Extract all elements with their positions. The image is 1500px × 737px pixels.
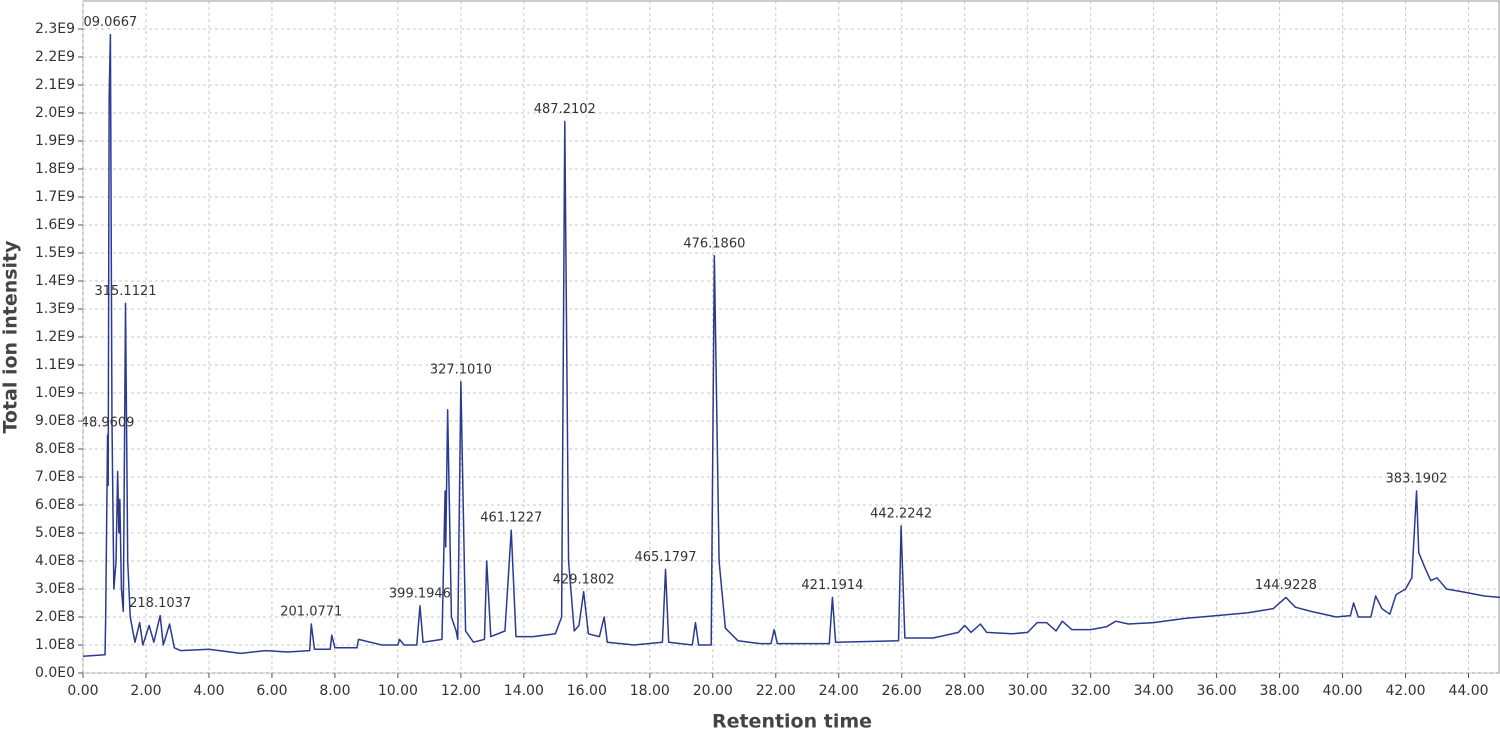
peak-label: 421.1914 xyxy=(801,578,863,593)
peak-label: 442.2242 xyxy=(870,507,932,522)
x-tick-label: 32.00 xyxy=(1071,683,1111,699)
peak-label: 327.1010 xyxy=(430,362,492,377)
peak-label: 201.0771 xyxy=(280,605,342,620)
y-tick-label: 5.0E8 xyxy=(35,525,75,541)
y-tick-label: 2.3E9 xyxy=(35,21,75,37)
y-tick-label: 1.5E9 xyxy=(35,245,75,261)
x-tick-label: 40.00 xyxy=(1323,683,1363,699)
x-tick-label: 2.00 xyxy=(130,683,161,699)
x-tick-label: 36.00 xyxy=(1197,683,1237,699)
peak-label: 218.1037 xyxy=(129,596,191,611)
x-tick-label: 16.00 xyxy=(567,683,607,699)
y-tick-label: 2.2E9 xyxy=(35,49,75,65)
y-axis-title: Total ion intensity xyxy=(0,240,22,434)
y-tick-label: 6.0E8 xyxy=(35,497,75,513)
x-tick-label: 14.00 xyxy=(504,683,544,699)
y-tick-label: 3.0E8 xyxy=(35,581,75,597)
trace-line xyxy=(83,33,1500,657)
x-tick-label: 12.00 xyxy=(441,683,481,699)
x-tick-label: 6.00 xyxy=(256,683,287,699)
x-tick-label: 8.00 xyxy=(319,683,350,699)
x-tick-label: 10.00 xyxy=(378,683,418,699)
peak-label: 144.9228 xyxy=(1255,578,1317,593)
y-tick-label: 9.0E8 xyxy=(35,413,75,429)
x-tick-label: 4.00 xyxy=(193,683,224,699)
y-tick-label: 8.0E8 xyxy=(35,441,75,457)
y-tick-label: 1.0E9 xyxy=(35,385,75,401)
y-tick-label: 2.1E9 xyxy=(35,77,75,93)
y-tick-label: 1.4E9 xyxy=(35,273,75,289)
ticks: 0.0E0 1.0E8 2.0E8 3.0E8 4.0E8 5.0E8 6.0E8 7.0E8… xyxy=(35,21,1489,699)
y-tick-label: 1.2E9 xyxy=(35,329,75,345)
y-tick-label: 2.0E9 xyxy=(35,105,75,121)
peak-label: 383.1902 xyxy=(1386,472,1448,487)
x-tick-label: 38.00 xyxy=(1260,683,1300,699)
peak-label: 476.1860 xyxy=(683,236,745,251)
y-tick-label: 1.6E9 xyxy=(35,217,75,233)
x-tick-label: 20.00 xyxy=(693,683,733,699)
x-tick-label: 18.00 xyxy=(630,683,670,699)
y-tick-label: 4.0E8 xyxy=(35,553,75,569)
peak-label: 48.9609 xyxy=(81,416,135,431)
x-tick-label: 26.00 xyxy=(882,683,922,699)
grid xyxy=(82,1,1500,674)
y-tick-label: 1.3E9 xyxy=(35,301,75,317)
y-tick-label: 1.0E8 xyxy=(35,637,75,653)
x-tick-label: 22.00 xyxy=(756,683,796,699)
y-tick-label: 1.9E9 xyxy=(35,133,75,149)
y-tick-label: 2.0E8 xyxy=(35,609,75,625)
plot: 09.0667 48.9609 315.1121 218.1037 201.0771 39… xyxy=(81,15,1500,657)
peak-label: 487.2102 xyxy=(534,102,596,117)
y-tick-label: 7.0E8 xyxy=(35,469,75,485)
x-tick-label: 24.00 xyxy=(819,683,859,699)
x-tick-label: 44.00 xyxy=(1448,683,1488,699)
y-tick-label: 1.1E9 xyxy=(35,357,75,373)
y-tick-label: 1.7E9 xyxy=(35,189,75,205)
x-axis-title: Retention time xyxy=(712,711,872,733)
x-tick-label: 28.00 xyxy=(945,683,985,699)
peak-label: 315.1121 xyxy=(94,284,156,299)
x-tick-label: 0.00 xyxy=(67,683,98,699)
y-tick-label: 1.8E9 xyxy=(35,161,75,177)
peak-label: 09.0667 xyxy=(84,15,138,30)
x-tick-label: 42.00 xyxy=(1385,683,1425,699)
peak-label: 461.1227 xyxy=(480,511,542,526)
peak-label: 429.1802 xyxy=(553,572,615,587)
x-tick-label: 30.00 xyxy=(1008,683,1048,699)
y-tick-label: 0.0E0 xyxy=(35,665,75,681)
peak-label: 399.1946 xyxy=(389,586,451,601)
peak-label: 465.1797 xyxy=(635,550,697,565)
x-tick-label: 34.00 xyxy=(1134,683,1174,699)
